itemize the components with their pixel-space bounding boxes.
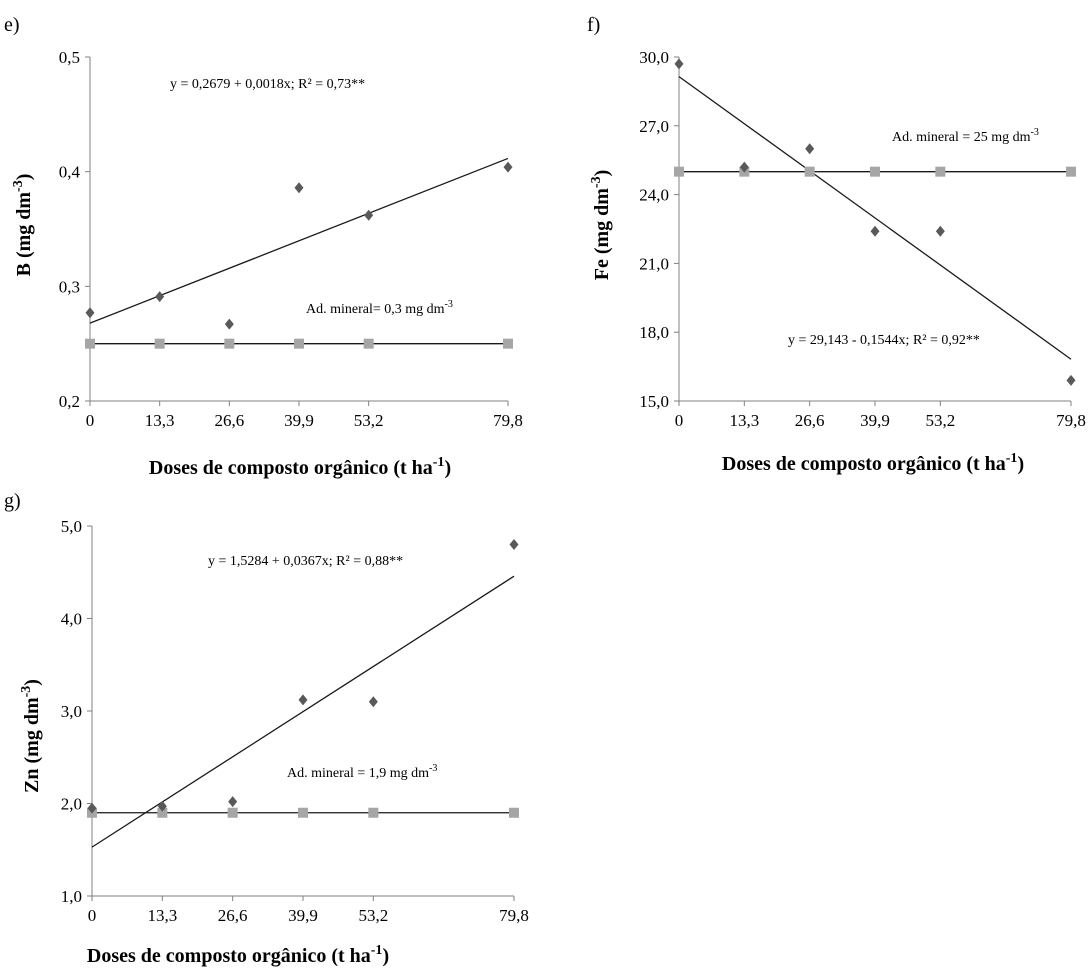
panel-label-g: g)	[4, 490, 21, 512]
regression-equation: y = 1,5284 + 0,0367x; R² = 0,88**	[208, 554, 403, 569]
compost-point	[674, 58, 684, 70]
panel-label-f: f)	[587, 14, 601, 36]
data-lines	[91, 575, 515, 848]
compost-point	[805, 143, 815, 155]
compost-point	[935, 225, 945, 237]
mineral-point	[294, 338, 304, 349]
x-tick-label: 26,6	[214, 411, 244, 430]
compost-point	[155, 291, 165, 303]
x-tick-label: 79,8	[499, 906, 529, 925]
tick-labels: 0,2 0,3 0,4 0,5 0 13,3 26,6 39,9 53,2 79,8	[59, 48, 523, 430]
x-tick-label: 0	[675, 411, 684, 430]
data-lines	[678, 76, 1072, 360]
compost-point	[509, 539, 519, 550]
x-tick-label: 79,8	[1056, 411, 1086, 430]
x-tick-label: 39,9	[860, 411, 890, 430]
x-tick-label: 39,9	[284, 411, 314, 430]
compost-point	[1066, 374, 1076, 386]
compost-point	[228, 796, 238, 808]
mineral-annotation: Ad. mineral = 25 mg dm-3	[892, 127, 1039, 145]
compost-point	[85, 307, 95, 319]
compost-point	[368, 696, 378, 708]
compost-point	[364, 209, 374, 221]
mineral-point	[363, 338, 374, 349]
x-tick-label: 53,2	[358, 906, 388, 925]
regression-line	[91, 575, 515, 848]
x-tick-label: 26,6	[218, 906, 248, 925]
x-tick-label: 39,9	[288, 906, 318, 925]
mineral-point	[804, 166, 815, 177]
y-tick-label: 21,0	[639, 254, 669, 273]
y-tick-label: 0,4	[59, 163, 81, 182]
chart-e: 0,2 0,3 0,4 0,5 0 13,3 26,6 39,9 53,2 79,8 y = 0,…	[11, 48, 523, 479]
y-tick-label: 30,0	[639, 48, 669, 67]
x-tick-label: 13,3	[147, 906, 177, 925]
y-tick-label: 0,5	[59, 48, 80, 67]
y-axis-title: B (mg dm-3)	[11, 174, 35, 277]
mineral-point	[85, 338, 95, 349]
x-tick-label: 13,3	[145, 411, 175, 430]
panel-label-e: e)	[4, 14, 20, 36]
x-tick-label: 79,8	[493, 411, 523, 430]
mineral-point	[935, 166, 946, 177]
mineral-point	[154, 338, 165, 349]
x-tick-label: 0	[88, 906, 97, 925]
y-tick-label: 15,0	[639, 392, 669, 411]
y-tick-label: 2,0	[61, 795, 82, 814]
y-tick-label: 1,0	[61, 887, 82, 906]
y-tick-label: 5,0	[61, 517, 82, 536]
mineral-point	[503, 338, 513, 349]
compost-point	[87, 802, 97, 814]
regression-equation: y = 29,143 - 0,1544x; R² = 0,92**	[788, 333, 980, 348]
axes	[674, 56, 1072, 406]
y-tick-label: 3,0	[61, 702, 82, 721]
y-tick-label: 4,0	[61, 610, 82, 629]
compost-point	[157, 800, 167, 812]
y-axis-title: Zn (mg dm-3)	[19, 679, 43, 793]
compost-point	[870, 225, 880, 237]
x-tick-label: 53,2	[354, 411, 384, 430]
compost-point	[298, 694, 308, 706]
regression-equation: y = 0,2679 + 0,0018x; R² = 0,73**	[170, 77, 365, 92]
data-points	[85, 161, 513, 349]
x-axis-title: Doses de composto orgânico (t ha-1)	[722, 451, 1024, 475]
chart-f: 15,0 18,0 21,0 24,0 27,0 30,0 0 13,3 26,6 39,9 53,…	[589, 48, 1086, 475]
x-tick-label: 13,3	[729, 411, 759, 430]
y-tick-label: 27,0	[639, 117, 669, 136]
y-tick-label: 0,2	[59, 392, 80, 411]
compost-point	[294, 182, 304, 194]
mineral-annotation: Ad. mineral= 0,3 mg dm-3	[306, 299, 453, 317]
y-tick-label: 24,0	[639, 186, 669, 205]
mineral-point	[509, 807, 519, 818]
y-tick-label: 0,3	[59, 277, 80, 296]
mineral-point	[224, 338, 235, 349]
mineral-point	[227, 807, 238, 818]
compost-point	[739, 161, 749, 173]
mineral-annotation: Ad. mineral = 1,9 mg dm-3	[287, 763, 437, 781]
data-points	[674, 58, 1076, 386]
tick-labels: 1,0 2,0 3,0 4,0 5,0 0 13,3 26,6 39,9 53,2 79,8	[61, 517, 529, 925]
mineral-point	[298, 807, 308, 818]
axes	[87, 525, 515, 901]
mineral-point	[368, 807, 379, 818]
x-tick-label: 0	[86, 411, 95, 430]
y-tick-label: 18,0	[639, 323, 669, 342]
chart-g: 1,0 2,0 3,0 4,0 5,0 0 13,3 26,6 39,9 53,2 79,8 y =…	[19, 517, 529, 967]
axes	[85, 56, 509, 406]
x-axis-title: Doses de composto orgânico (t ha-1)	[87, 943, 389, 967]
x-axis-title: Doses de composto orgânico (t ha-1)	[149, 455, 451, 479]
mineral-point	[1066, 166, 1076, 177]
tick-labels: 15,0 18,0 21,0 24,0 27,0 30,0 0 13,3 26,6 39,9 53,…	[639, 48, 1086, 430]
data-points	[87, 539, 519, 818]
mineral-point	[674, 166, 684, 177]
x-tick-label: 26,6	[795, 411, 825, 430]
compost-point	[503, 161, 513, 173]
y-axis-title: Fe (mg dm-3)	[589, 170, 613, 281]
regression-line	[678, 76, 1072, 360]
compost-point	[224, 318, 234, 330]
mineral-point	[157, 807, 168, 818]
x-tick-label: 53,2	[925, 411, 955, 430]
mineral-point	[870, 166, 880, 177]
